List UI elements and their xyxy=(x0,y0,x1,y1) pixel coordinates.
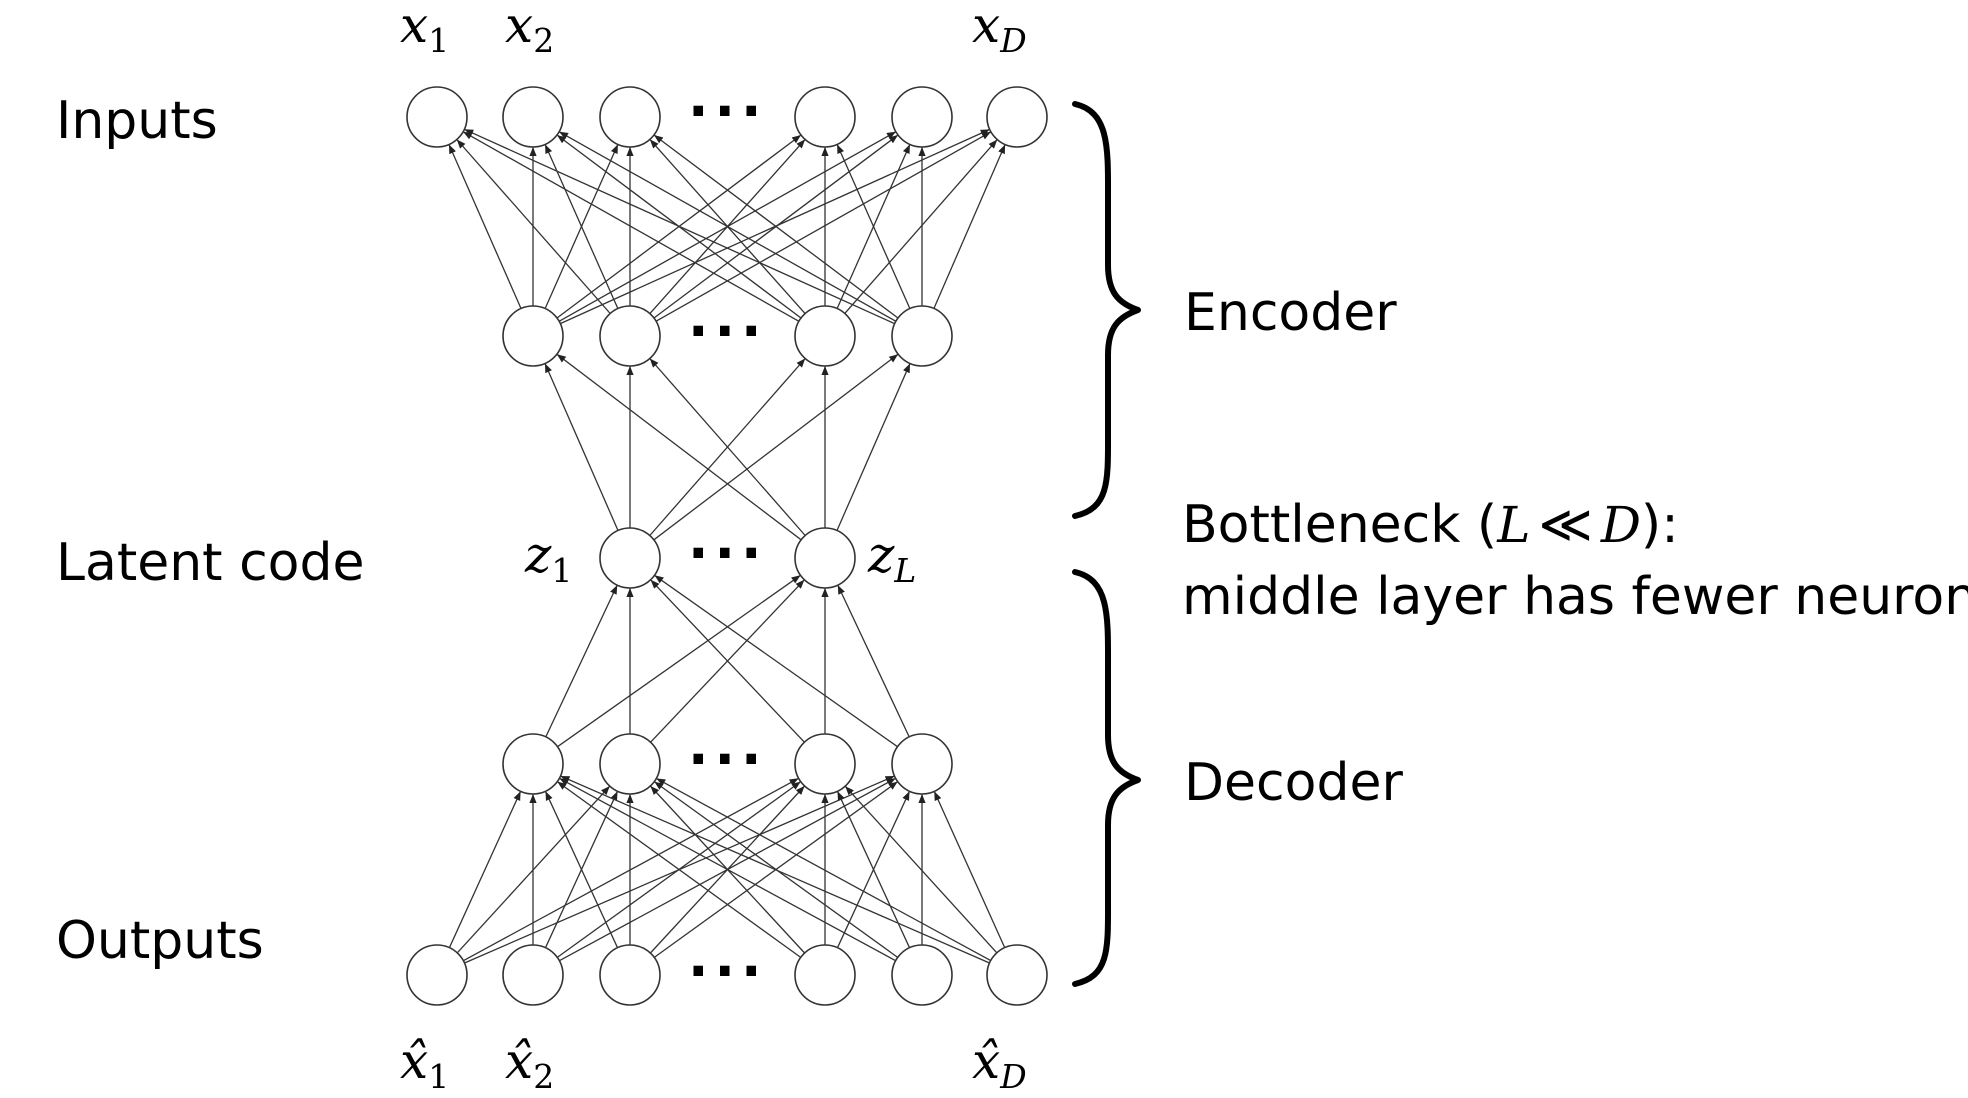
input-neuron-3 xyxy=(599,86,661,148)
output-neuron-4 xyxy=(794,944,856,1006)
connection-arrow xyxy=(556,781,802,958)
connection-arrow xyxy=(933,791,1006,948)
encoder-hidden-ellipsis: ··· xyxy=(688,300,768,363)
outputs-label: Outputs xyxy=(56,911,264,971)
connection-arrow xyxy=(653,353,899,541)
input-neuron-6 xyxy=(986,86,1048,148)
connection-arrow xyxy=(558,131,897,322)
dec-hid-neuron-2 xyxy=(599,733,661,795)
connection-arrow xyxy=(649,358,806,536)
connection-arrow xyxy=(654,574,898,748)
connection-arrow xyxy=(544,791,619,948)
connection-arrow xyxy=(463,777,799,962)
connection-arrow xyxy=(836,363,911,531)
output-neuron-5 xyxy=(891,944,953,1006)
connection-arrow xyxy=(837,584,910,738)
input-neuron-1 xyxy=(406,86,468,148)
bottleneck-line-1: Bottleneck (L ≪ D): xyxy=(1182,495,1679,555)
input-neuron-5 xyxy=(891,86,953,148)
connection-arrow xyxy=(655,131,992,322)
latent-code-label: Latent code xyxy=(56,533,365,593)
connection-arrow xyxy=(545,584,618,738)
latent-ellipsis: ··· xyxy=(688,522,768,585)
connection-arrow xyxy=(448,791,522,948)
connection-arrow xyxy=(557,574,801,748)
latent-neuron-2 xyxy=(794,527,856,589)
decoder-brace xyxy=(1072,569,1141,987)
enc-hid-neuron-3 xyxy=(794,305,856,367)
output-xhat2-label: x̂2 xyxy=(505,1032,554,1096)
input-x2-label: x2 xyxy=(505,0,554,60)
connection-arrow xyxy=(844,785,998,954)
connections xyxy=(448,128,1006,964)
decoder-hidden-ellipsis: ··· xyxy=(688,728,768,791)
input-neuron-2 xyxy=(502,86,564,148)
connection-arrow xyxy=(462,131,800,322)
decoder-label: Decoder xyxy=(1184,753,1403,813)
latent-z1-label: z1 xyxy=(524,526,572,590)
input-ellipsis: ··· xyxy=(688,80,768,143)
connection-arrow xyxy=(655,777,992,962)
output-neuron-6 xyxy=(986,944,1048,1006)
connection-arrow xyxy=(544,363,619,531)
connection-arrow xyxy=(560,775,990,964)
neurons xyxy=(406,86,1048,1006)
input-xD-label: xD xyxy=(972,0,1027,60)
connection-arrow xyxy=(836,144,911,309)
latent-neuron-1 xyxy=(599,527,661,589)
connection-arrow xyxy=(456,139,611,314)
encoder-brace xyxy=(1072,101,1141,519)
inputs-label: Inputs xyxy=(56,91,218,151)
input-x1-label: x1 xyxy=(400,0,449,60)
connection-arrow xyxy=(448,144,522,309)
connection-arrow xyxy=(650,579,805,743)
output-neuron-2 xyxy=(502,944,564,1006)
output-xhatD-label: x̂D xyxy=(972,1032,1027,1096)
dec-hid-neuron-4 xyxy=(891,733,953,795)
connection-arrow xyxy=(844,139,998,314)
encoder-label: Encoder xyxy=(1184,283,1397,343)
connection-arrow xyxy=(836,791,911,948)
output-ellipsis: ··· xyxy=(688,940,768,1003)
output-xhat1-label: x̂1 xyxy=(400,1032,449,1096)
connection-arrow xyxy=(933,144,1006,309)
enc-hid-neuron-2 xyxy=(599,305,661,367)
output-neuron-1 xyxy=(406,944,468,1006)
connection-arrow xyxy=(559,777,896,962)
bottleneck-line-2: middle layer has fewer neurons xyxy=(1182,567,1968,627)
connection-arrow xyxy=(653,134,899,319)
latent-zL-label: zL xyxy=(867,526,916,590)
enc-hid-neuron-1 xyxy=(502,305,564,367)
dec-hid-neuron-3 xyxy=(794,733,856,795)
output-neuron-3 xyxy=(599,944,661,1006)
enc-hid-neuron-4 xyxy=(891,305,953,367)
input-neuron-4 xyxy=(794,86,856,148)
dec-hid-neuron-1 xyxy=(502,733,564,795)
connection-arrow xyxy=(464,128,895,325)
connection-arrow xyxy=(556,353,802,541)
